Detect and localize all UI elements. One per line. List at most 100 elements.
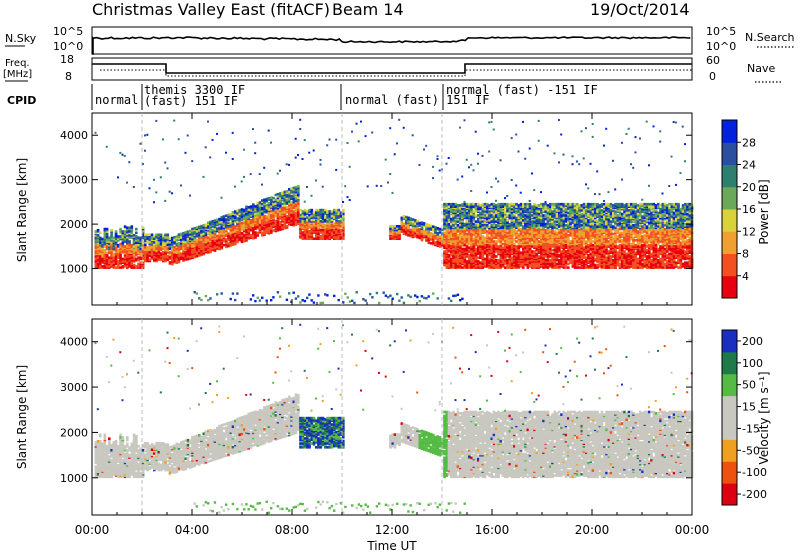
ground-cell-2901 — [450, 299, 453, 303]
data-cell-1360 — [238, 222, 242, 226]
data-cell-3188 — [465, 229, 469, 232]
data-cell-2846 — [447, 222, 451, 226]
data-cell-1212 — [222, 218, 226, 222]
ground-cell-2650 — [425, 297, 428, 300]
ground-cell-1002 — [200, 298, 203, 302]
data-cell-550 — [148, 251, 152, 254]
noise-cell-1110 — [211, 138, 214, 141]
noise-cell-2206 — [319, 163, 322, 166]
data-cell-4424 — [533, 250, 536, 253]
data-cell-2189 — [317, 208, 320, 212]
nsky-tick-top: 10^5 — [53, 25, 83, 38]
data-cell-1967 — [294, 189, 298, 193]
data-cell-961 — [195, 226, 199, 229]
data-cell-7 — [94, 257, 98, 261]
data-cell-717 — [168, 251, 172, 254]
freq-tick-bottom: 8 — [65, 70, 72, 83]
data-cell-798 — [177, 235, 181, 239]
data-cell-2089 — [308, 232, 311, 236]
noise-cell-2423 — [355, 122, 358, 125]
data-cell-391 — [130, 243, 134, 247]
data-cell-2136 — [312, 223, 316, 227]
data-cell-4678 — [546, 240, 550, 243]
data-cell-4775 — [551, 202, 554, 206]
noise-cell-422 — [132, 186, 135, 188]
data-cell-8 — [94, 255, 98, 258]
noise-cell-3411 — [477, 162, 479, 165]
data-cell-589 — [153, 243, 156, 247]
data-cell-3498 — [483, 257, 487, 261]
ground-cell-1945 — [292, 291, 295, 294]
data-cell-1713 — [272, 208, 275, 211]
data-cell-244 — [119, 266, 122, 269]
data-cell-533 — [146, 254, 149, 258]
data-cell-659 — [162, 251, 165, 254]
data-cell-64 — [99, 246, 102, 249]
freq-unit-label: [MHz] — [3, 69, 32, 80]
data-cell-4445 — [533, 216, 536, 220]
noise-cell-4373 — [528, 147, 531, 150]
data-cell-2057 — [303, 220, 307, 223]
noise-cell-4583 — [540, 191, 542, 194]
data-cell-465 — [139, 253, 143, 257]
nsearch-tick-bottom: 10^0 — [706, 40, 736, 53]
data-cell-324 — [126, 255, 129, 258]
nsky-label: N.Sky — [5, 32, 37, 45]
data-cell-2342 — [335, 221, 338, 224]
data-cell-2746 — [443, 250, 446, 253]
data-cell-2597 — [416, 228, 419, 232]
data-cell-695 — [166, 254, 170, 258]
data-cell-1065 — [207, 221, 210, 224]
ground-cell-2043 — [301, 299, 304, 302]
data-cell-1138 — [216, 239, 219, 243]
noise-cell-243 — [117, 176, 119, 179]
data-cell-4617 — [542, 214, 545, 217]
data-cell-427 — [135, 253, 138, 257]
data-cell-1262 — [229, 237, 233, 241]
data-cell-1911 — [290, 201, 293, 204]
data-cell-1354 — [238, 231, 242, 234]
data-cell-1049 — [207, 248, 210, 252]
data-cell-276 — [121, 247, 125, 251]
data-cell-2824 — [447, 253, 451, 257]
data-cell-2907 — [452, 258, 455, 262]
data-cell-777 — [175, 242, 179, 246]
nsearch-tick-top: 10^5 — [706, 25, 736, 38]
data-cell-585 — [153, 251, 156, 254]
data-cell-1194 — [220, 215, 224, 219]
data-cell-1848 — [285, 224, 289, 228]
data-cell-547 — [148, 258, 152, 261]
data-cell-4813 — [555, 266, 559, 269]
noise-cell-3248 — [468, 166, 470, 169]
data-cell-3588 — [488, 250, 491, 253]
data-cell-3429 — [479, 240, 482, 243]
ground-cell-2413 — [344, 292, 347, 295]
data-cell-1711 — [272, 211, 275, 215]
data-cell-1717 — [272, 200, 275, 204]
data-cell-2859 — [447, 202, 451, 206]
data-cell-2903 — [452, 265, 455, 268]
data-cell-3927 — [506, 231, 509, 235]
data-cell-1345 — [236, 212, 239, 215]
noise-cell-764 — [173, 119, 176, 122]
data-cell-1472 — [249, 219, 253, 222]
data-cell-4351 — [528, 237, 532, 241]
data-cell-3742 — [497, 263, 500, 267]
data-cell-1858 — [285, 206, 289, 209]
noise-cell-1602 — [261, 183, 263, 186]
noise-cell-507 — [141, 163, 144, 165]
data-cell-955 — [195, 238, 199, 242]
data-cell-664 — [162, 242, 165, 245]
data-cell-376 — [130, 265, 134, 268]
data-cell-406 — [132, 256, 136, 259]
data-cell-599 — [155, 258, 158, 261]
data-cell-3767 — [497, 221, 500, 225]
data-cell-3607 — [488, 219, 491, 222]
data-cell-4603 — [542, 237, 545, 241]
data-cell-4095 — [515, 236, 518, 240]
data-cell-441 — [137, 265, 140, 268]
data-cell-3199 — [465, 211, 469, 215]
data-cell-3938 — [506, 209, 509, 212]
noise-cell-3412 — [477, 152, 479, 155]
data-cell-4531 — [537, 212, 541, 216]
